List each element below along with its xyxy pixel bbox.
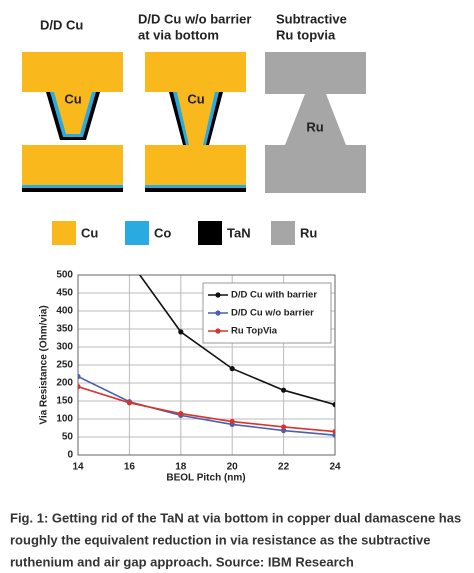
legend-swatch	[271, 221, 295, 245]
x-tick-label: 18	[175, 462, 187, 473]
legend-marker	[215, 328, 221, 334]
point	[281, 424, 287, 430]
panel-cu-no-barrier	[145, 52, 246, 192]
point	[229, 418, 235, 425]
chart: 0 50 100 150 200 250 300 350 400 450 500 14 16 18 20 22…	[56, 258, 341, 473]
legend-swatch	[198, 221, 222, 245]
x-axis-label: BEOL Pitch (nm)	[166, 473, 245, 484]
y-tick-label: 50	[62, 432, 74, 443]
legend-swatch	[52, 221, 76, 245]
point	[332, 429, 335, 435]
point	[332, 402, 335, 408]
y-tick-label: 350	[56, 324, 73, 335]
x-tick-label: 22	[278, 462, 290, 473]
panel-cu	[22, 52, 123, 192]
legend-label: D/D Cu with barrier	[231, 290, 317, 301]
point	[178, 411, 184, 417]
y-tick-label: 200	[56, 378, 73, 389]
y-tick-label: 500	[56, 270, 73, 281]
x-tick-label: 24	[329, 462, 341, 473]
y-tick-label: 250	[56, 360, 73, 371]
series-line	[78, 385, 335, 433]
point	[281, 427, 287, 434]
point	[229, 366, 235, 372]
panel-title: at via bottom	[138, 27, 219, 42]
plot-frame	[77, 274, 336, 456]
caption-line: ruthenium and air gap approach. Source: …	[10, 554, 354, 569]
y-tick-label: 400	[56, 306, 73, 317]
x-tick-label: 20	[227, 462, 239, 473]
panel-title: D/D Cu w/o barrier	[138, 11, 251, 26]
panel-label: Ru	[306, 119, 323, 134]
series-line	[78, 375, 335, 436]
legend-label: Ru TopVia	[231, 326, 278, 337]
panel-label: Cu	[187, 91, 204, 106]
panel-title: Ru topvia	[276, 27, 336, 42]
y-tick-label: 100	[56, 414, 73, 425]
caption-line: roughly the equivalent reduction in via …	[10, 532, 430, 547]
caption-line: Fig. 1: Getting rid of the TaN at via bo…	[10, 510, 461, 525]
y-tick-label: 300	[56, 342, 73, 353]
point	[178, 329, 184, 335]
point	[126, 400, 132, 406]
plot-area	[78, 258, 335, 438]
legend-label: Ru	[300, 225, 317, 240]
y-tick-label: 0	[67, 450, 73, 461]
legend-marker	[215, 292, 221, 298]
point	[281, 387, 287, 393]
point	[78, 373, 81, 380]
panel-label: Cu	[64, 91, 81, 106]
panel-title: D/D Cu	[40, 17, 83, 32]
legend-swatch	[125, 221, 149, 245]
point	[127, 258, 132, 263]
x-tick-label: 14	[72, 462, 84, 473]
panel-ru	[265, 52, 366, 193]
legend-marker	[215, 310, 221, 316]
legend-label: Co	[154, 225, 171, 240]
legend-label: TaN	[227, 225, 251, 240]
y-axis-label: Via Resistance (Ohm/via)	[39, 305, 50, 424]
point	[78, 384, 81, 390]
panel-title: Subtractive	[276, 11, 347, 26]
legend-label: D/D Cu w/o barrier	[231, 308, 314, 319]
x-tick-label: 16	[124, 462, 136, 473]
y-tick-label: 150	[56, 396, 73, 407]
y-tick-label: 450	[56, 288, 73, 299]
legend-label: Cu	[81, 225, 98, 240]
